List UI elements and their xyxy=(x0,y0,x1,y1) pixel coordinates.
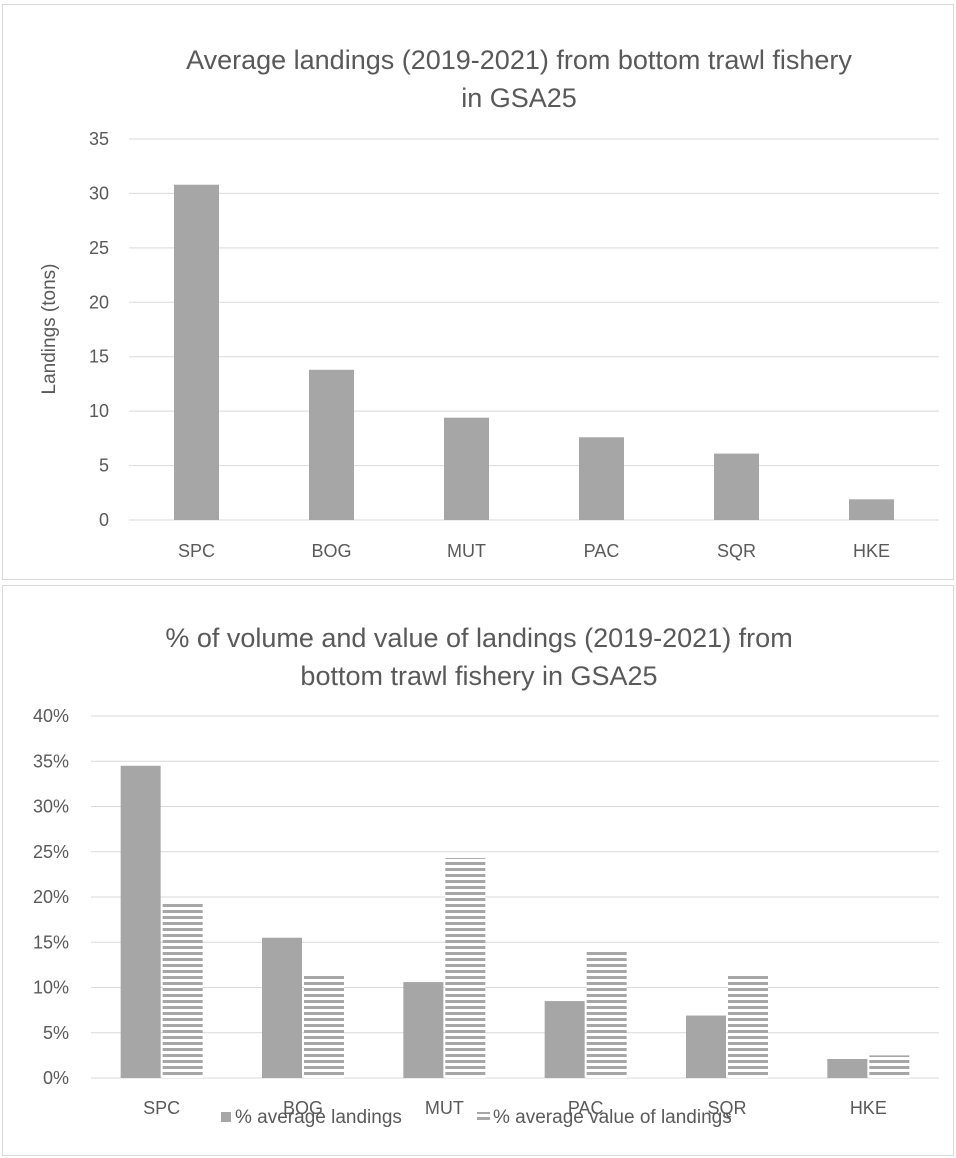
bar-sqr-series-1 xyxy=(686,1015,726,1078)
landings-chart: Average landings (2019-2021) from bottom… xyxy=(39,45,939,561)
y-tick-label: 15 xyxy=(89,347,109,367)
x-tick-label: SPC xyxy=(143,1098,180,1118)
legend-label-value: % average value of landings xyxy=(493,1107,732,1128)
y-tick-label: 0% xyxy=(43,1068,69,1088)
y-tick-label: 15% xyxy=(33,932,69,952)
y-tick-label: 20% xyxy=(33,887,69,907)
y-tick-label: 40% xyxy=(33,706,69,726)
legend-label-landings: % average landings xyxy=(235,1107,402,1128)
bar-bog-series-2 xyxy=(304,974,344,1078)
chart-title-line-2: bottom trawl fishery in GSA25 xyxy=(300,661,657,691)
bar-mut-series-2 xyxy=(445,858,486,1078)
percent-chart: % of volume and value of landings (2019-… xyxy=(33,623,939,1128)
y-tick-label: 10 xyxy=(89,401,109,421)
y-tick-label: 0 xyxy=(99,510,109,530)
bar-bog-series-1 xyxy=(262,937,302,1078)
legend-swatch-solid xyxy=(221,1112,231,1122)
y-axis-title: Landings (tons) xyxy=(39,264,60,395)
bar-mut-series-1 xyxy=(444,417,489,520)
x-tick-label: MUT xyxy=(447,541,486,561)
percent-chart-panel: % of volume and value of landings (2019-… xyxy=(2,585,954,1156)
y-tick-label: 35% xyxy=(33,751,69,771)
x-tick-label: BOG xyxy=(311,541,351,561)
bar-hke-series-1 xyxy=(827,1058,868,1078)
x-tick-label: BOG xyxy=(283,1098,323,1118)
chart-title-line-2: in GSA25 xyxy=(461,83,577,113)
y-tick-label: 10% xyxy=(33,978,69,998)
bar-pac-series-2 xyxy=(586,951,627,1078)
x-tick-label: SQR xyxy=(717,541,756,561)
x-tick-label: HKE xyxy=(850,1098,887,1118)
x-tick-label: PAC xyxy=(584,541,620,561)
bar-hke-series-2 xyxy=(869,1055,910,1078)
y-tick-label: 25% xyxy=(33,842,69,862)
bar-sqr-series-1 xyxy=(714,453,759,520)
bar-bog-series-1 xyxy=(309,369,354,520)
x-tick-label: PAC xyxy=(568,1098,604,1118)
legend: % average landings % average value of la… xyxy=(221,1107,732,1128)
bar-hke-series-1 xyxy=(849,499,894,520)
y-tick-label: 25 xyxy=(89,238,109,258)
legend-swatch-striped xyxy=(477,1112,490,1122)
bar-sqr-series-2 xyxy=(728,974,768,1078)
bar-pac-series-1 xyxy=(579,437,624,520)
y-tick-label: 20 xyxy=(89,292,109,312)
bar-spc-series-1 xyxy=(120,765,161,1078)
chart-title-line-1: % of volume and value of landings (2019-… xyxy=(165,623,792,653)
x-tick-label: MUT xyxy=(425,1098,464,1118)
chart-title-line-1: Average landings (2019-2021) from bottom… xyxy=(186,45,852,75)
landings-chart-panel: Average landings (2019-2021) from bottom… xyxy=(2,4,954,580)
bar-spc-series-2 xyxy=(162,902,203,1078)
x-tick-label: HKE xyxy=(853,541,890,561)
y-tick-label: 30 xyxy=(89,183,109,203)
y-tick-label: 35 xyxy=(89,129,109,149)
bar-mut-series-1 xyxy=(403,982,444,1078)
x-tick-label: SQR xyxy=(707,1098,746,1118)
y-tick-label: 30% xyxy=(33,797,69,817)
y-tick-label: 5 xyxy=(99,456,109,476)
x-tick-label: SPC xyxy=(178,541,215,561)
bar-spc-series-1 xyxy=(174,184,219,520)
bar-pac-series-1 xyxy=(544,1001,585,1078)
y-tick-label: 5% xyxy=(43,1023,69,1043)
